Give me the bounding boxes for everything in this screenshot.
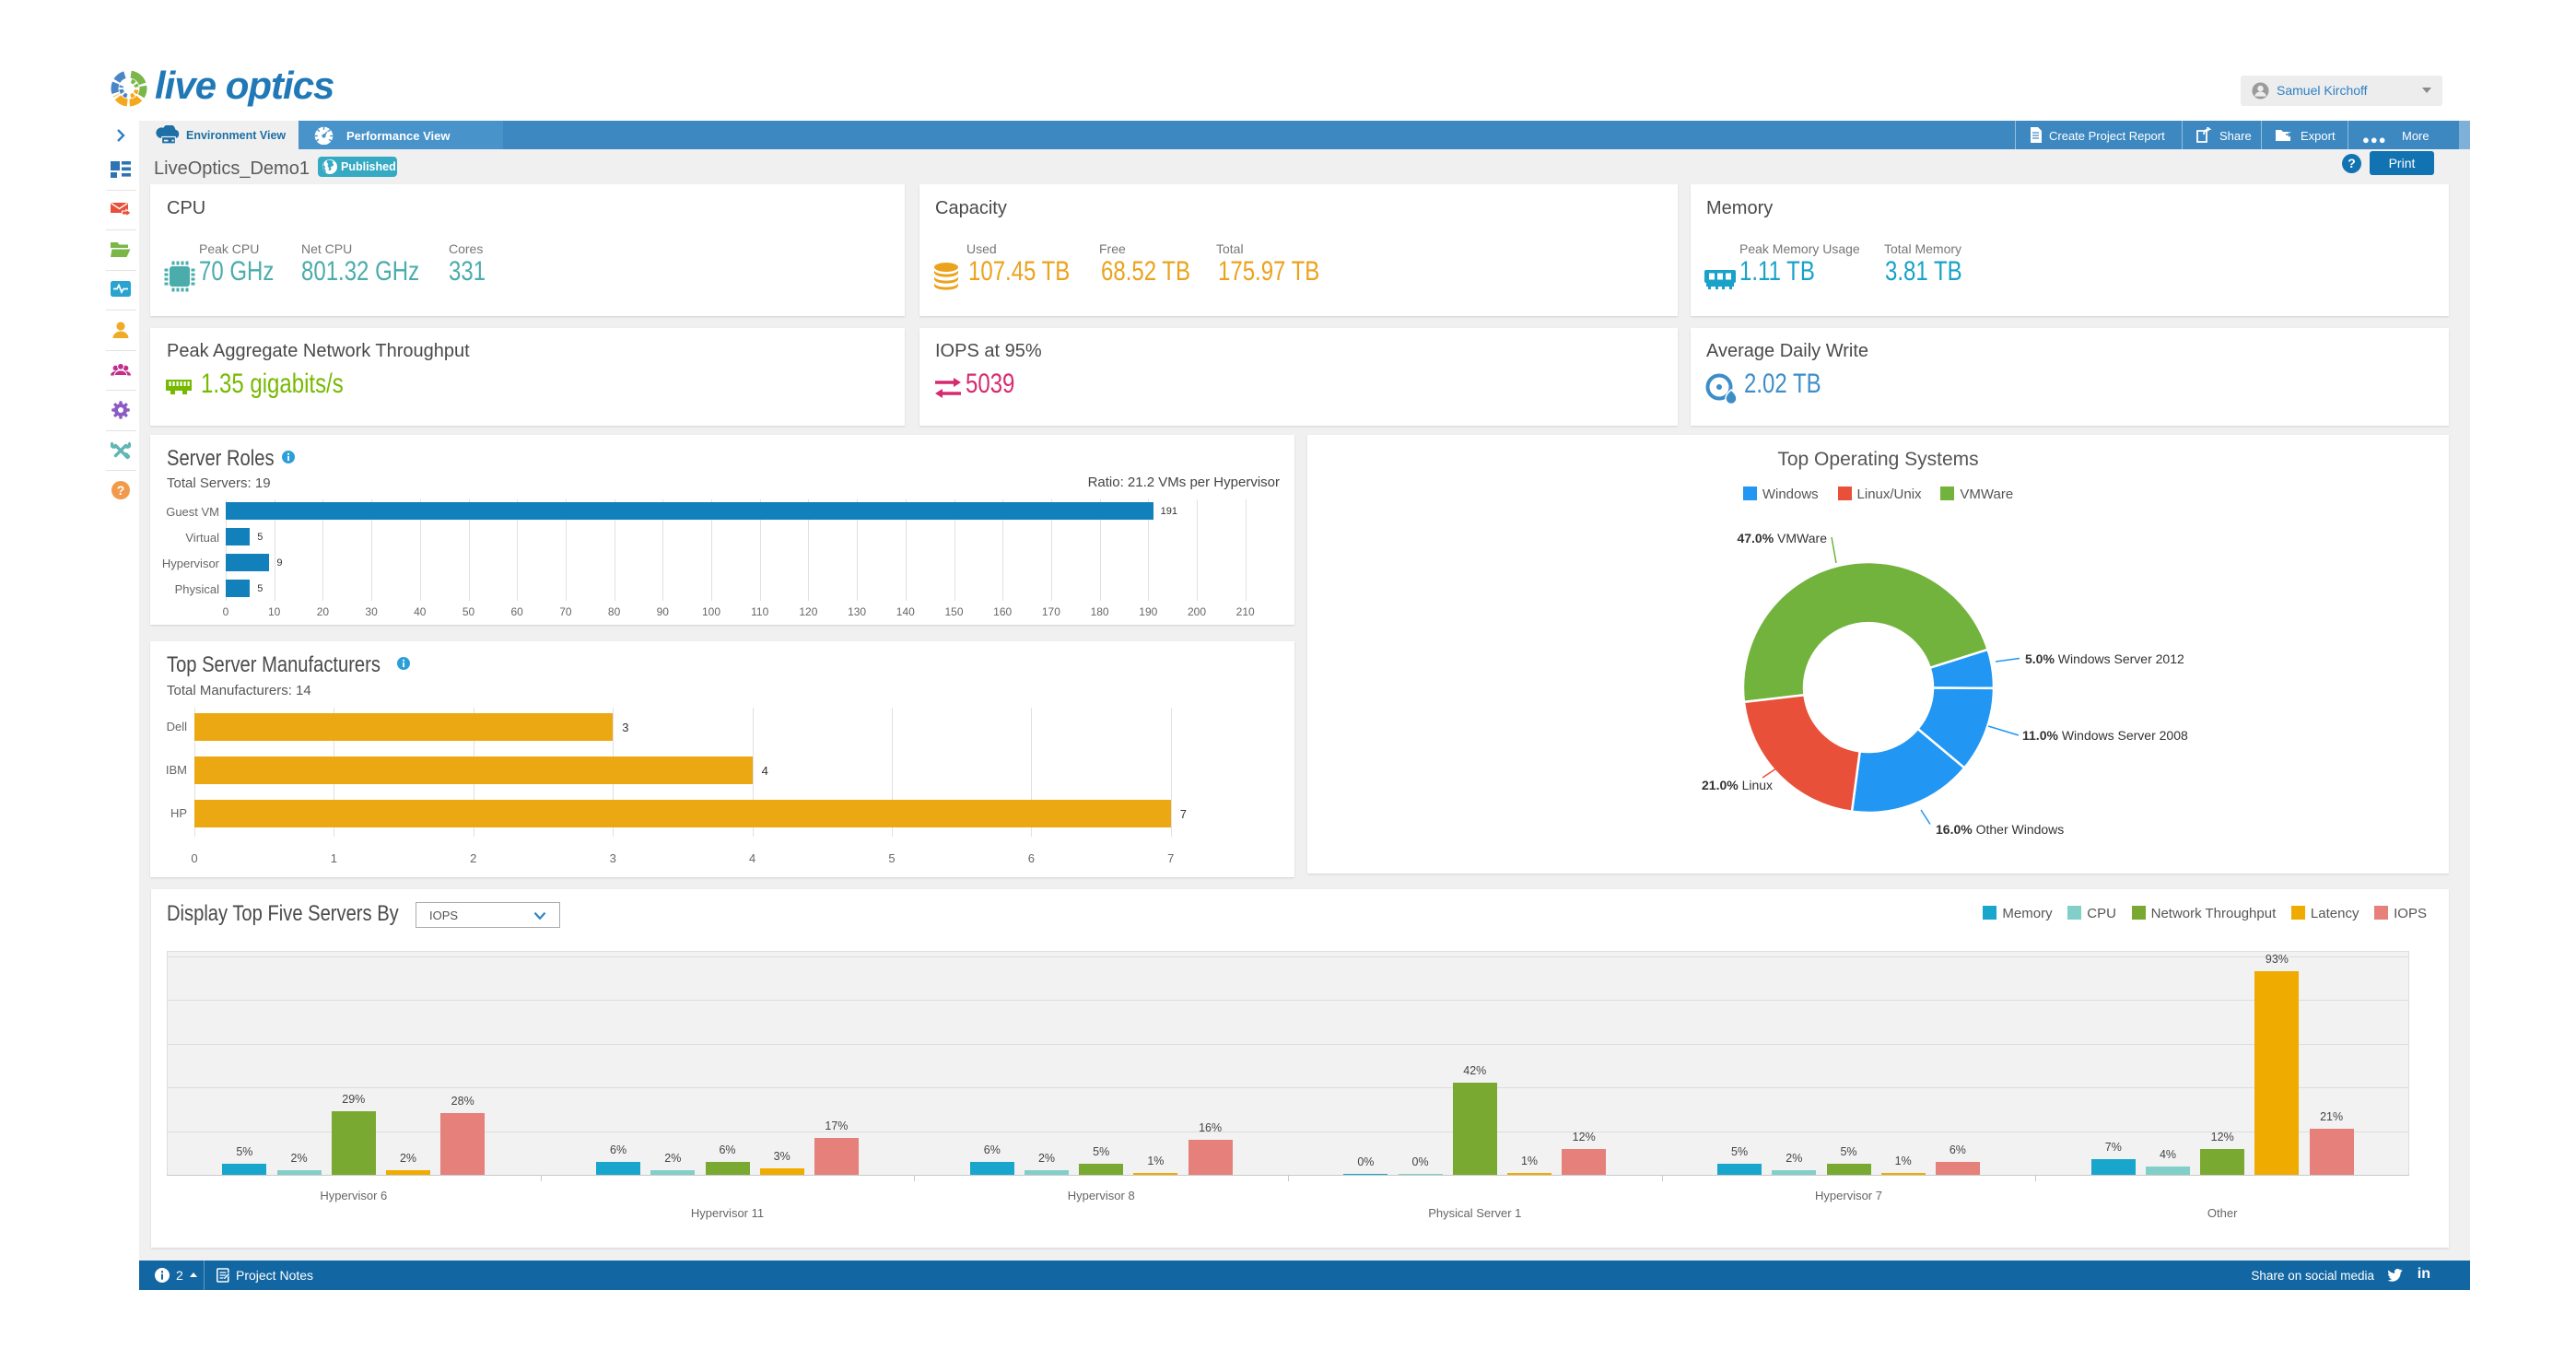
svg-text:?: ? <box>117 483 125 498</box>
